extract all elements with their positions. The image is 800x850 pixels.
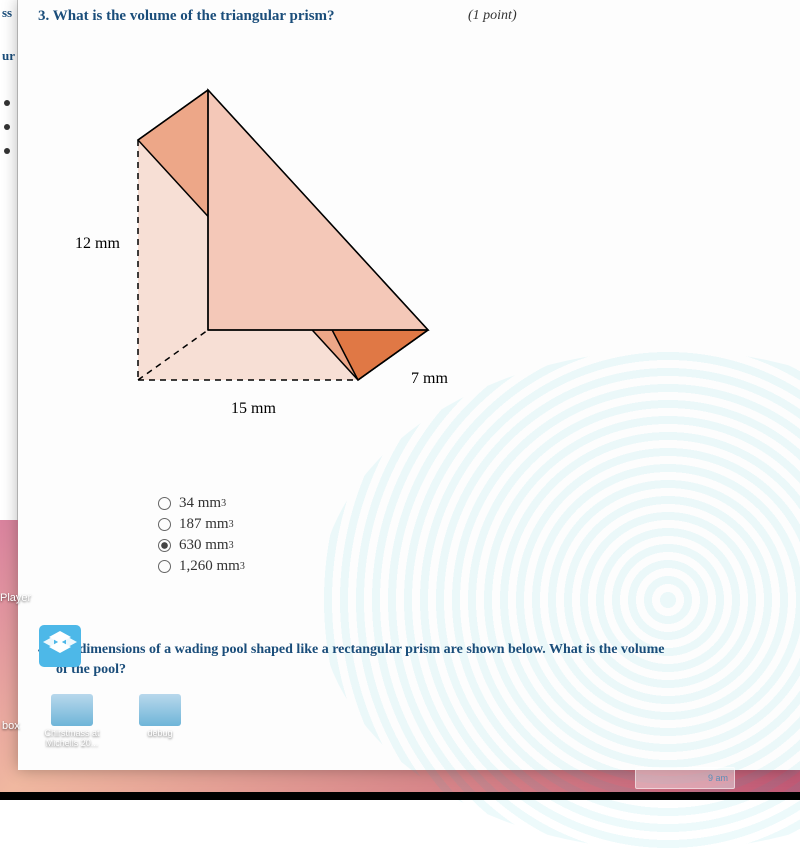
option-b[interactable]: 187 mm3 (158, 516, 245, 533)
question-4-text-line1: The dimensions of a wading pool shaped l… (52, 642, 665, 657)
folder-icon (51, 694, 93, 726)
folder-icon-2[interactable]: debug (130, 694, 190, 738)
option-a-text: 34 mm (179, 495, 221, 512)
sidebar-bullets (4, 100, 10, 172)
option-c-text: 630 mm (179, 537, 229, 554)
bullet-dot (4, 100, 10, 106)
triangular-prism-diagram (78, 60, 498, 420)
label-depth: 7 mm (411, 370, 448, 388)
radio-d[interactable] (158, 560, 171, 573)
question-points: (1 point) (468, 8, 517, 24)
prism-front-face (208, 90, 428, 330)
question-4-text-line2: of the pool? (56, 660, 780, 680)
question-3-header: 3. What is the volume of the triangular … (38, 8, 335, 25)
folder-1-label-line1: Chirstmass at (42, 728, 102, 738)
screen-bezel (0, 792, 800, 800)
dropbox-icon (39, 625, 81, 667)
left-sidebar: ss ur (0, 0, 18, 520)
taskbar-time[interactable]: 9 am (635, 767, 735, 789)
time-text: 9 am (708, 773, 728, 783)
label-base: 15 mm (231, 400, 276, 418)
answer-options: 34 mm3 187 mm3 630 mm3 1,260 mm3 (158, 495, 245, 579)
question-4-header: 4. The dimensions of a wading pool shape… (38, 640, 780, 679)
folder-2-label: debug (130, 728, 190, 738)
option-d-text: 1,260 mm (179, 558, 240, 575)
folder-icon (139, 694, 181, 726)
radio-a[interactable] (158, 497, 171, 510)
option-c[interactable]: 630 mm3 (158, 537, 245, 554)
player-label: Player (0, 592, 31, 604)
folder-1-label-line2: Michells 20... (42, 738, 102, 748)
folder-icon-1[interactable]: Chirstmass at Michells 20... (42, 694, 102, 748)
sidebar-text-ss: ss (2, 5, 12, 21)
option-d[interactable]: 1,260 mm3 (158, 558, 245, 575)
option-c-exp: 3 (229, 540, 234, 551)
question-text: What is the volume of the triangular pri… (53, 8, 335, 24)
option-d-exp: 3 (240, 561, 245, 572)
option-b-exp: 3 (229, 519, 234, 530)
option-b-text: 187 mm (179, 516, 229, 533)
option-a[interactable]: 34 mm3 (158, 495, 245, 512)
label-height: 12 mm (75, 235, 120, 253)
radio-b[interactable] (158, 518, 171, 531)
question-number: 3. (38, 8, 49, 24)
box-label: box (2, 720, 20, 732)
taskbar: 9 am (0, 764, 800, 792)
dropbox-icon-container[interactable] (30, 625, 90, 669)
quiz-window: 3. What is the volume of the triangular … (18, 0, 800, 770)
option-a-exp: 3 (221, 498, 226, 509)
bullet-dot (4, 148, 10, 154)
radio-c[interactable] (158, 539, 171, 552)
sidebar-text-ur: ur (2, 48, 15, 64)
bullet-dot (4, 124, 10, 130)
